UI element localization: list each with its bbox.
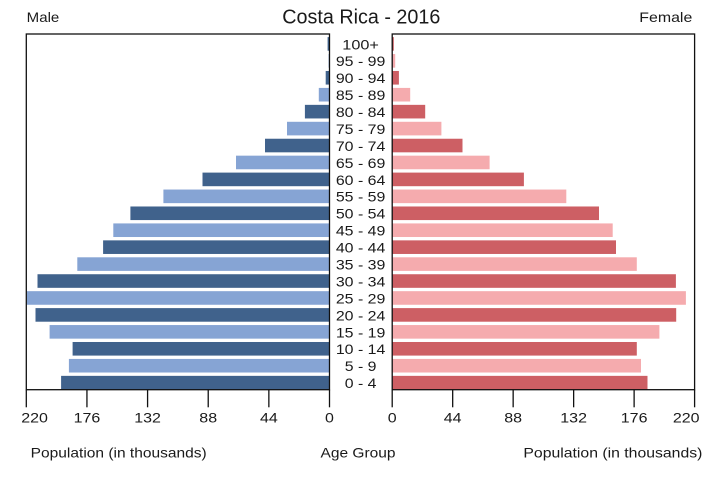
svg-text:35 - 39: 35 - 39 <box>336 257 386 273</box>
svg-text:80 - 84: 80 - 84 <box>336 104 386 120</box>
svg-text:132: 132 <box>560 410 587 426</box>
svg-text:15 - 19: 15 - 19 <box>336 324 386 340</box>
svg-text:85 - 89: 85 - 89 <box>336 87 386 103</box>
svg-text:Female: Female <box>639 9 692 25</box>
svg-text:0: 0 <box>388 410 397 426</box>
svg-text:40 - 44: 40 - 44 <box>336 240 386 256</box>
svg-text:70 - 74: 70 - 74 <box>336 138 386 154</box>
svg-text:Age Group: Age Group <box>321 445 396 461</box>
svg-text:176: 176 <box>74 410 101 426</box>
svg-text:88: 88 <box>199 410 217 426</box>
svg-text:Male: Male <box>27 9 60 25</box>
svg-text:0: 0 <box>325 410 334 426</box>
svg-text:176: 176 <box>621 410 648 426</box>
svg-text:Population (in thousands): Population (in thousands) <box>31 445 207 461</box>
svg-text:88: 88 <box>504 410 522 426</box>
svg-text:44: 44 <box>444 410 462 426</box>
svg-text:30 - 34: 30 - 34 <box>336 273 386 289</box>
svg-text:60 - 64: 60 - 64 <box>336 172 386 188</box>
svg-text:65 - 69: 65 - 69 <box>336 155 386 171</box>
svg-text:132: 132 <box>134 410 161 426</box>
svg-text:45 - 49: 45 - 49 <box>336 223 386 239</box>
svg-text:25 - 29: 25 - 29 <box>336 290 386 306</box>
svg-text:44: 44 <box>260 410 278 426</box>
svg-text:220: 220 <box>673 410 700 426</box>
svg-text:100+: 100+ <box>342 36 379 52</box>
svg-text:95 - 99: 95 - 99 <box>336 53 386 69</box>
svg-text:5 - 9: 5 - 9 <box>345 358 377 374</box>
svg-text:220: 220 <box>21 410 48 426</box>
svg-text:10 - 14: 10 - 14 <box>336 341 386 357</box>
svg-text:Population (in thousands): Population (in thousands) <box>523 445 702 461</box>
svg-text:75 - 79: 75 - 79 <box>336 121 386 137</box>
svg-text:20 - 24: 20 - 24 <box>336 307 386 323</box>
svg-text:0 - 4: 0 - 4 <box>345 375 377 391</box>
svg-text:50 - 54: 50 - 54 <box>336 206 386 222</box>
svg-text:90 - 94: 90 - 94 <box>336 70 386 86</box>
svg-text:Costa Rica - 2016: Costa Rica - 2016 <box>282 6 440 28</box>
svg-text:55 - 59: 55 - 59 <box>336 189 386 205</box>
